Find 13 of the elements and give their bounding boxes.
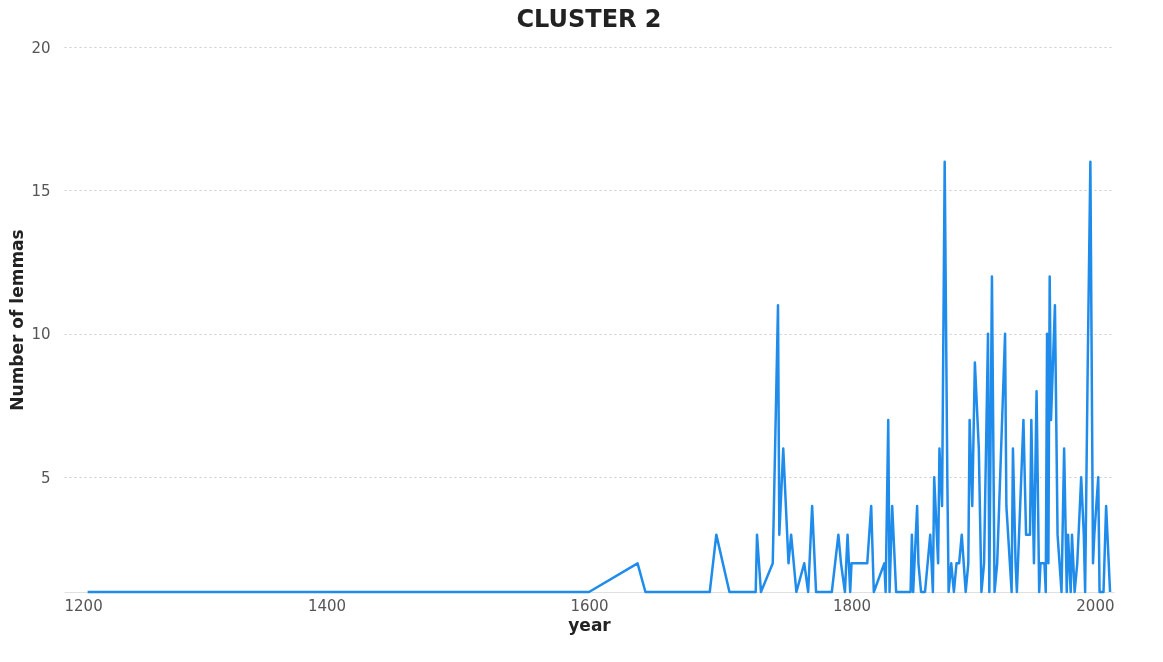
x-tick-label: 1200	[64, 596, 103, 615]
x-axis-title: year	[568, 614, 612, 635]
line-series	[86, 160, 1112, 594]
y-tick-label: 20	[31, 38, 51, 57]
y-tick-label: 10	[31, 325, 51, 344]
x-tick-label: 2000	[1076, 596, 1115, 615]
x-tick-label: 1800	[832, 596, 872, 615]
x-tick-label: 1400	[307, 596, 347, 615]
y-axis-title: Number of lemmas	[7, 229, 28, 411]
x-tick-label: 1600	[570, 596, 609, 615]
y-tick-label: 5	[40, 468, 51, 487]
y-tick-label: 15	[31, 181, 51, 200]
chart-title: CLUSTER 2	[516, 5, 662, 33]
